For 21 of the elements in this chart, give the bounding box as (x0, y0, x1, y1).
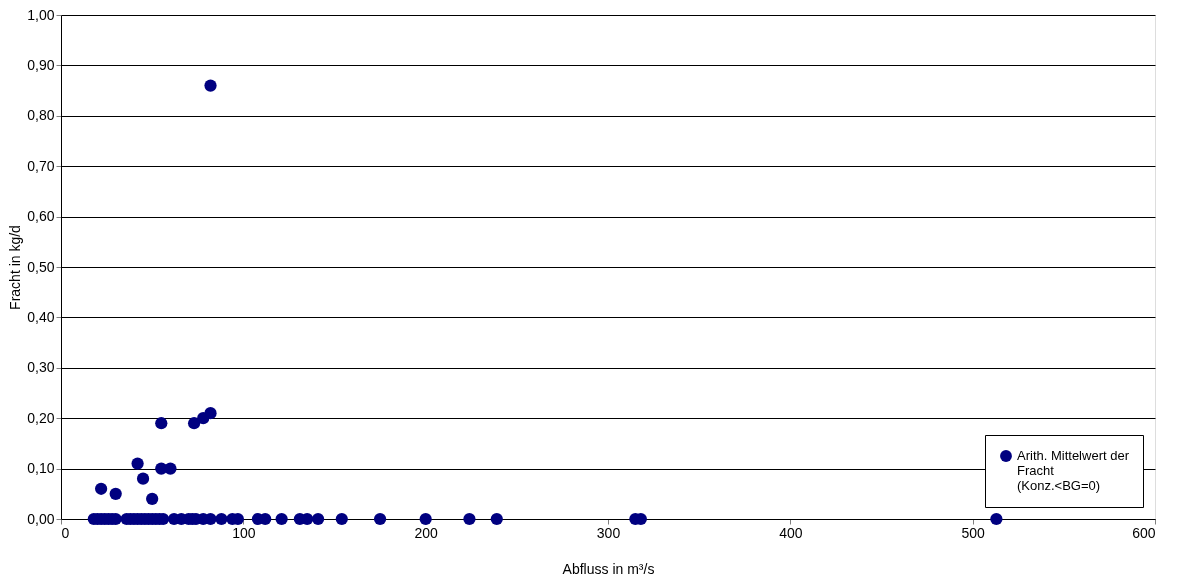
y-tick-label: 0,40 (27, 308, 55, 325)
x-tick-label: 500 (961, 524, 986, 541)
y-tick-label: 0,50 (27, 258, 55, 275)
x-tick-label: 300 (596, 524, 621, 541)
y-tick-label: 0,90 (27, 56, 55, 73)
y-tick-label: 0,00 (27, 510, 55, 527)
y-tick-label: 1,00 (27, 6, 55, 23)
x-tick-label: 200 (414, 524, 439, 541)
y-tick-label: 0,10 (27, 460, 55, 477)
y-tick-label: 0,20 (27, 409, 55, 426)
x-tick-label: 100 (232, 524, 256, 541)
x-tick-label: 400 (779, 524, 803, 541)
legend-label: Arith. Mittelwert der Fracht (Konz.<BG=0) (1017, 448, 1130, 493)
y-tick-label: 0,30 (27, 359, 55, 376)
y-tick-label: 0,80 (27, 107, 55, 124)
y-tick-label: 0,60 (27, 208, 55, 225)
x-tick-label: 600 (1132, 524, 1156, 541)
x-axis-title: Abfluss in m³/s (562, 560, 655, 577)
y-axis-title: Fracht in kg/d (7, 225, 24, 310)
x-tick-label: 0 (61, 524, 70, 541)
y-tick-label: 0,70 (27, 157, 55, 174)
